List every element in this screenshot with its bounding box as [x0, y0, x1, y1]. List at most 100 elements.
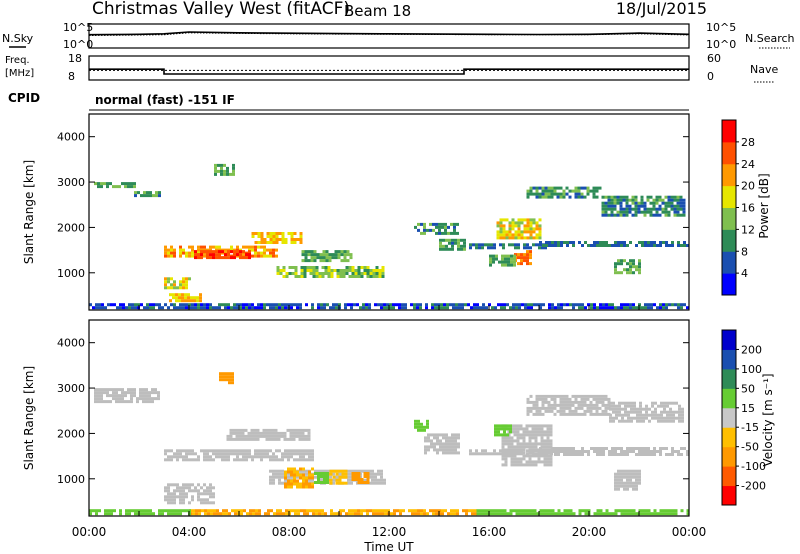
power-cell-r16 [577, 195, 581, 199]
velocity-cell-r16 [635, 469, 638, 473]
power-cell-r16 [574, 195, 578, 199]
velocity-cell-r17 [225, 509, 228, 513]
velocity-cell-r1 [224, 452, 227, 456]
velocity-cell-r15 [612, 404, 615, 408]
velocity-cell-r1 [290, 452, 293, 456]
velocity-cell-r21 [494, 433, 497, 437]
velocity-cell-r18 [659, 512, 663, 516]
velocity-cell-r18 [494, 509, 498, 513]
velocity-cell-r15 [633, 416, 636, 420]
velocity-cell-r6 [344, 472, 348, 476]
velocity-cell-r18 [542, 512, 546, 516]
power-cell-r12 [487, 243, 490, 247]
power-cell-r12 [481, 243, 484, 247]
power-cell-r13 [499, 221, 503, 225]
power-cell-r6 [340, 253, 344, 257]
power-cell-r20 [452, 303, 455, 307]
velocity-cell-r1 [281, 455, 284, 459]
velocity-cell-r18 [626, 512, 630, 516]
velocity-cell-r12 [540, 442, 544, 446]
velocity-cell-r8 [323, 478, 326, 481]
beam-label: Beam 18 [344, 2, 411, 20]
power-cell-r19 [510, 257, 513, 261]
velocity-cell-r14 [577, 394, 581, 398]
power-cell-r2 [170, 251, 173, 255]
velocity-cell-r18 [569, 509, 573, 513]
velocity-cell-r18 [650, 512, 654, 516]
velocity-cell-r18 [605, 509, 609, 513]
power-cell-r16 [532, 192, 536, 196]
power-cell-r20 [113, 303, 116, 307]
velocity-cell-r21 [509, 424, 512, 428]
velocity-cell-r0 [145, 391, 148, 395]
power-cell-r2 [167, 254, 170, 258]
power-cell-r17 [604, 213, 608, 217]
velocity-cell-r18 [476, 509, 480, 513]
velocity-cell-r19 [179, 512, 182, 516]
power-cell-r5 [363, 272, 367, 275]
velocity-cell-r18 [584, 509, 588, 513]
velocity-cell-r20 [417, 425, 420, 429]
velocity-cell-r13 [596, 453, 599, 456]
velocity-cell-r16 [617, 475, 620, 479]
velocity-cell-r7 [354, 472, 358, 475]
velocity-cell-r14 [532, 406, 536, 410]
power-cell-r4 [272, 238, 276, 241]
velocity-cell-r14 [535, 406, 539, 410]
velocity-cell-r1 [263, 449, 266, 453]
power-cell-r16 [595, 195, 599, 199]
power-y-axis-label: Slant Range [km] [22, 160, 36, 264]
velocity-cell-r14 [538, 397, 542, 401]
velocity-cell-r11 [484, 452, 487, 456]
power-cell-r20 [608, 303, 611, 307]
velocity-cell-r17 [285, 509, 288, 513]
power-cell-r20 [656, 306, 659, 310]
velocity-cell-r14 [556, 409, 560, 413]
velocity-cell-r12 [519, 442, 523, 446]
power-cell-r2 [260, 251, 263, 255]
power-cell-r17 [610, 210, 614, 214]
velocity-cell-r1 [203, 449, 206, 453]
velocity-cell-r17 [375, 512, 378, 516]
power-cell-r4 [260, 241, 264, 244]
velocity-cell-r18 [524, 509, 528, 513]
power-cell-r10 [438, 228, 441, 232]
velocity-cell-r14 [595, 397, 599, 401]
velocity-cell-r13 [620, 447, 623, 450]
velocity-cell-r20 [417, 422, 420, 426]
velocity-cell-r15 [618, 419, 621, 423]
power-cell-r9 [223, 163, 226, 167]
velocity-cell-r2 [256, 434, 260, 438]
power-cell-r4 [275, 232, 279, 235]
velocity-cell-r17 [312, 509, 315, 513]
power-cell-r20 [425, 306, 428, 310]
velocity-cell-r10 [442, 436, 445, 440]
velocity-cell-r4 [314, 475, 317, 479]
velocity-cell-r1 [194, 458, 197, 462]
power-cell-r16 [544, 186, 548, 190]
power-cell-r20 [482, 306, 485, 310]
power-cell-r15 [659, 244, 662, 247]
power-cell-r13 [496, 221, 500, 225]
velocity-cell-r14 [568, 406, 572, 410]
velocity-cell-r1 [182, 449, 185, 453]
power-cell-r3 [221, 256, 224, 260]
velocity-cell-r10 [427, 445, 430, 449]
power-cell-r20 [629, 306, 632, 310]
velocity-cell-r14 [553, 412, 557, 416]
velocity-cell-r18 [611, 512, 615, 516]
velocity-cell-r16 [632, 481, 635, 485]
power-cell-r20 [236, 306, 239, 310]
velocity-cell-r15 [651, 413, 654, 417]
power-cell-r4 [296, 238, 300, 241]
power-cell-r17 [652, 207, 656, 211]
velocity-cell-r4 [329, 475, 332, 479]
velocity-cell-r0 [121, 394, 124, 398]
velocity-cell-r4 [275, 472, 278, 476]
velocity-cell-r17 [345, 512, 348, 516]
power-cell-r20 [596, 306, 599, 310]
power-cell-r3 [215, 256, 218, 260]
power-cell-r5 [348, 266, 352, 269]
velocity-cell-r4 [338, 472, 341, 476]
velocity-cell-r19 [104, 509, 107, 513]
